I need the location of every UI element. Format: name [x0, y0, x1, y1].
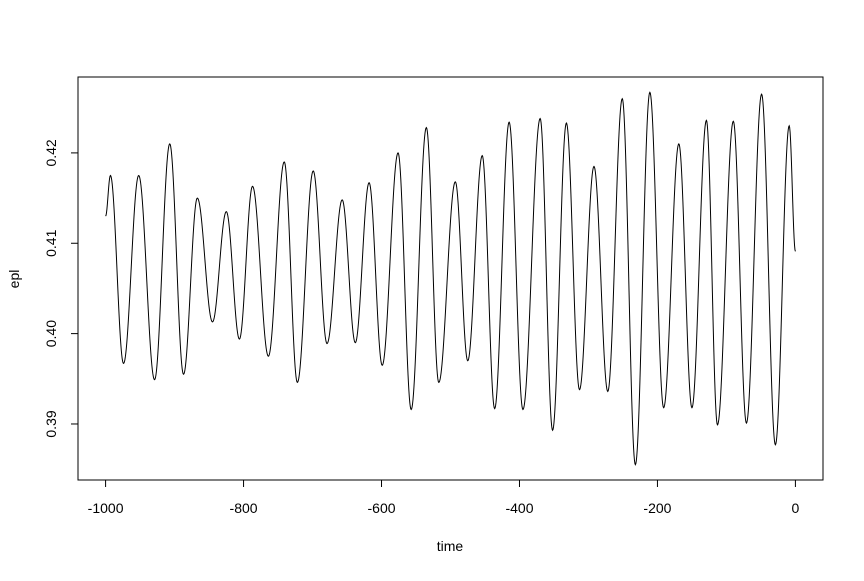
- y-tick-label: 0.42: [43, 139, 59, 166]
- y-axis-label: epl: [6, 270, 22, 289]
- x-tick-label: -600: [368, 500, 396, 516]
- y-tick-label: 0.40: [43, 320, 59, 347]
- y-tick-label: 0.39: [43, 410, 59, 437]
- x-axis-label: time: [437, 538, 464, 554]
- x-tick-label: -800: [230, 500, 258, 516]
- series-line: [105, 91, 796, 466]
- plot-box: [77, 76, 824, 481]
- x-axis: -1000 -800 -600 -400 -200 0: [88, 479, 800, 516]
- y-axis: 0.39 0.40 0.41 0.42: [43, 139, 79, 438]
- y-tick-label: 0.41: [43, 229, 59, 256]
- x-tick-label: -1000: [88, 500, 124, 516]
- x-tick-label: -200: [643, 500, 671, 516]
- x-tick-label: -400: [505, 500, 533, 516]
- x-tick-label: 0: [792, 500, 800, 516]
